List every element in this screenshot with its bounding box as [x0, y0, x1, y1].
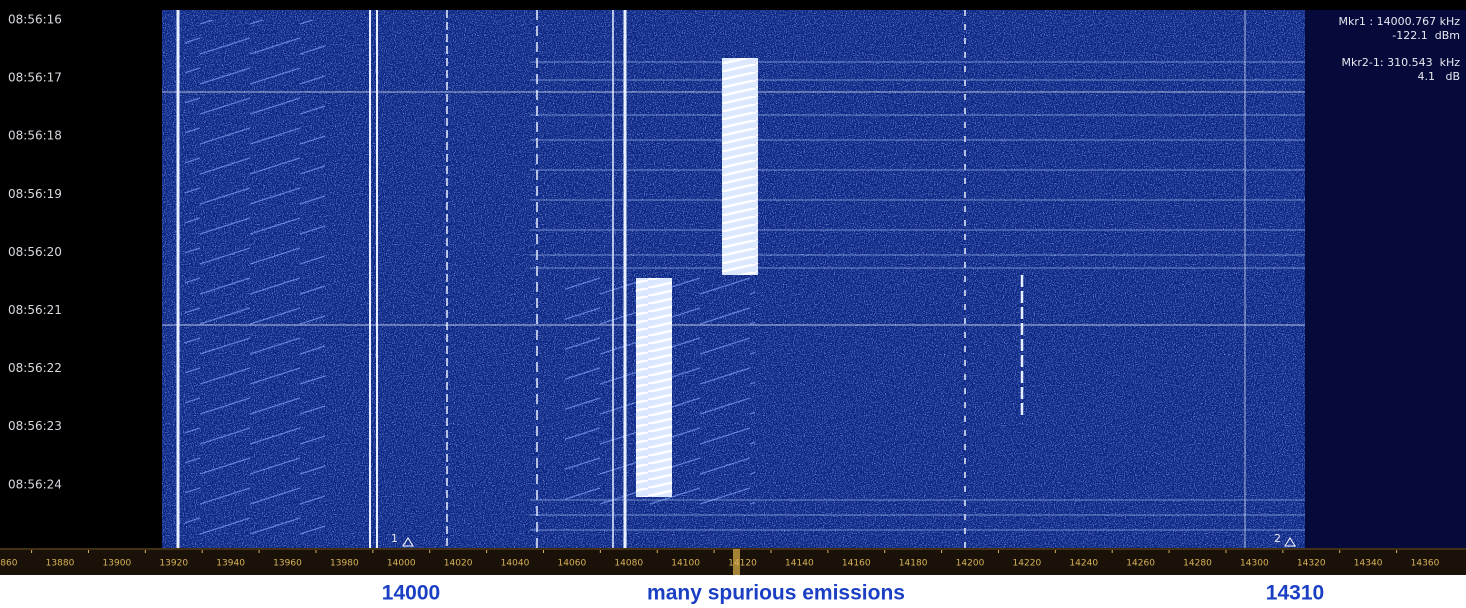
tick-label: 14260	[1126, 559, 1155, 569]
carrier-lines	[162, 10, 1305, 548]
time-label: 08:56:16	[8, 13, 62, 27]
marker-panel	[1305, 10, 1466, 548]
tick-label: 14200	[956, 559, 985, 569]
annotation: 14000	[382, 582, 440, 605]
marker2-delta-level: 4.1 dB	[1417, 70, 1460, 83]
tick-label: 13920	[159, 559, 188, 569]
annotation: 14310	[1266, 582, 1324, 605]
marker1-frequency: Mkr1 : 14000.767 kHz	[1339, 15, 1461, 28]
time-label: 08:56:24	[8, 477, 62, 491]
tick-label: 14060	[558, 559, 587, 569]
tick-label: 14020	[444, 559, 473, 569]
tick-label: 13960	[273, 559, 302, 569]
tick-label: 14080	[614, 559, 643, 569]
time-label: 08:56:20	[8, 245, 62, 259]
marker1-triangle	[402, 537, 414, 547]
tick-label: 13860	[0, 559, 18, 569]
marker2-triangle	[1284, 537, 1296, 547]
tick-label: 14040	[501, 559, 530, 569]
tick-label: 14000	[387, 559, 416, 569]
tick-label: 14340	[1354, 559, 1383, 569]
tick-label: 13880	[46, 559, 75, 569]
time-label: 08:56:19	[8, 187, 62, 201]
tick-label: 14220	[1013, 559, 1042, 569]
tick-label: 14160	[842, 559, 871, 569]
sweep-streaks	[185, 20, 325, 540]
marker2-number: 2	[1274, 532, 1281, 545]
time-label: 08:56:22	[8, 361, 62, 375]
annotation: many spurious emissions	[647, 582, 905, 605]
tick-label: 14300	[1240, 559, 1269, 569]
tick-label: 13900	[103, 559, 132, 569]
tick-label: 14240	[1069, 559, 1098, 569]
time-label: 08:56:21	[8, 303, 62, 317]
time-label: 08:56:18	[8, 129, 62, 143]
tick-label: 14280	[1183, 559, 1212, 569]
strong-signal-sweep	[722, 58, 758, 275]
center-frequency	[733, 549, 740, 575]
tick-label: 14140	[785, 559, 814, 569]
tick-label: 14180	[899, 559, 928, 569]
marker1-level: -122.1 dBm	[1392, 29, 1460, 42]
tick-label: 13980	[330, 559, 359, 569]
spurious-lines	[530, 61, 1305, 531]
time-label: 08:56:23	[8, 419, 62, 433]
tick-label: 14100	[671, 559, 700, 569]
strong-signal-sweep	[636, 278, 672, 497]
tick-label: 13940	[216, 559, 245, 569]
time-label: 08:56:17	[8, 71, 62, 85]
tick-label: 14360	[1411, 559, 1440, 569]
marker1-number: 1	[391, 532, 398, 545]
tick-label: 14120	[728, 559, 757, 569]
tick-label: 14320	[1297, 559, 1326, 569]
marker2-delta-frequency: Mkr2-1: 310.543 kHz	[1342, 56, 1461, 69]
